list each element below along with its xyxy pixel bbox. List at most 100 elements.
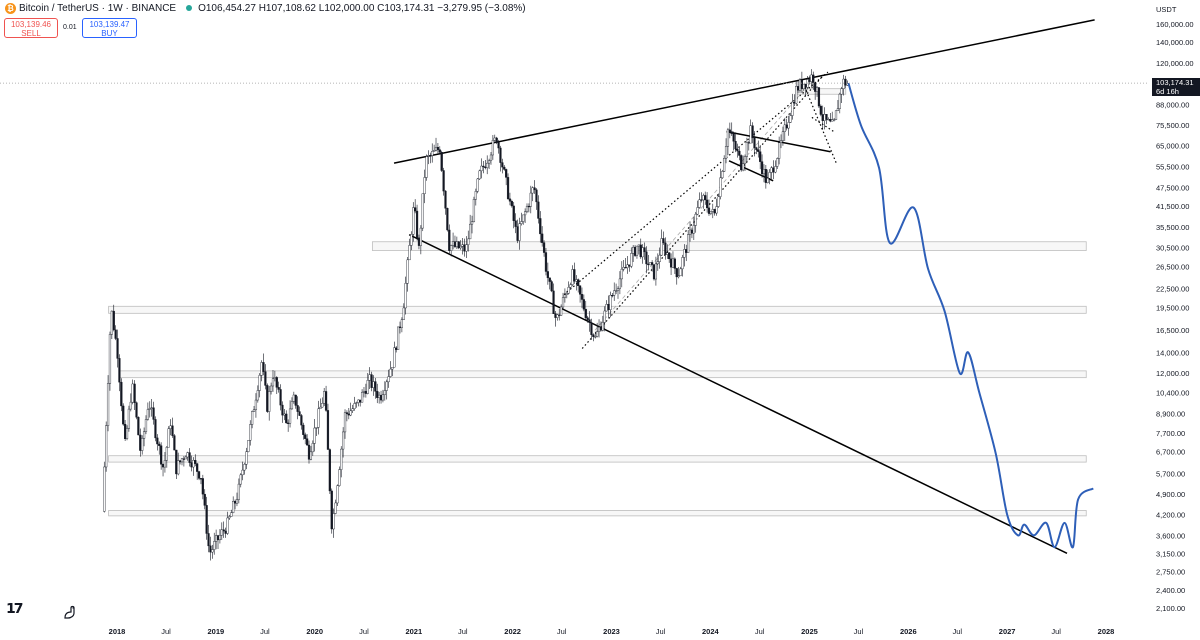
candle-body <box>190 462 193 468</box>
candle-body <box>368 374 371 381</box>
y-tick-label: 16,500.00 <box>1156 326 1189 335</box>
projection-line <box>847 82 1094 549</box>
y-tick-label: 3,600.00 <box>1156 531 1185 540</box>
candle-body <box>838 93 841 109</box>
candle-body <box>226 517 229 534</box>
candle-body <box>296 405 299 412</box>
candle-body <box>592 334 595 337</box>
buy-label: BUY <box>101 29 118 38</box>
candle-body <box>645 251 648 265</box>
y-tick-label: 41,500.00 <box>1156 202 1189 211</box>
candle-body <box>129 401 132 410</box>
x-tick-label: Jul <box>260 627 270 636</box>
candle-body <box>378 394 381 398</box>
candle-body <box>575 279 578 282</box>
candle-body <box>431 151 434 156</box>
candle-body <box>637 244 640 247</box>
x-tick-label: Jul <box>953 627 963 636</box>
candle-body <box>594 336 597 338</box>
candle-body <box>628 264 631 267</box>
symbol-title[interactable]: Bitcoin / TetherUS · 1W · BINANCE <box>19 2 177 14</box>
candle-body <box>844 78 847 86</box>
candle-body <box>842 78 845 89</box>
trendline <box>408 234 1068 555</box>
x-tick-label: 2019 <box>208 627 225 636</box>
candle-body <box>249 424 252 441</box>
candle-body <box>588 319 591 323</box>
candle-body <box>302 424 305 435</box>
candle-body <box>679 268 682 277</box>
candle-body <box>759 151 762 162</box>
candle-body <box>681 257 684 270</box>
candle-body <box>414 207 417 212</box>
candle-body <box>796 86 800 91</box>
candle-body <box>707 207 711 214</box>
candle-body <box>161 464 165 468</box>
candle-body <box>173 435 176 451</box>
candle-body <box>783 124 786 132</box>
candle-body <box>408 245 411 261</box>
current-price: 103,174.31 <box>1156 78 1194 87</box>
candle-body <box>723 158 726 172</box>
candle-body <box>713 209 716 214</box>
trendline <box>393 19 1095 164</box>
tradingview-logo-icon[interactable]: 𝟭𝟳 <box>6 600 24 616</box>
candle-body <box>668 252 671 260</box>
candle-body <box>465 244 468 252</box>
candle-body <box>444 190 447 209</box>
buy-button[interactable]: 103,139.47 BUY <box>82 18 137 38</box>
candle-body <box>237 483 240 500</box>
sell-price: 103,139.46 <box>10 20 52 29</box>
candle-body <box>106 383 110 426</box>
candle-body <box>658 254 661 262</box>
candle-body <box>233 501 237 504</box>
candle-body <box>283 413 286 416</box>
candle-body <box>421 193 424 229</box>
low-value: L102,000.00 <box>318 2 375 14</box>
candle-body <box>535 189 538 203</box>
candle-body <box>419 227 422 246</box>
candle-body <box>125 428 129 440</box>
candle-body <box>142 431 146 439</box>
dinosaur-icon[interactable] <box>62 604 78 620</box>
candle-body <box>798 79 802 91</box>
candle-body <box>319 406 322 410</box>
candle-body <box>366 380 369 394</box>
y-tick-label: 14,000.00 <box>1156 348 1189 357</box>
candle-body <box>480 165 483 172</box>
candle-body <box>209 545 212 553</box>
candle-body <box>552 290 555 314</box>
candle-body <box>434 146 438 151</box>
candle-body <box>455 241 458 247</box>
candle-body <box>660 238 663 256</box>
candle-body <box>277 387 280 390</box>
candle-body <box>165 447 168 461</box>
candle-body <box>425 156 428 178</box>
y-tick-label: 35,500.00 <box>1156 223 1189 232</box>
candle-body <box>778 142 781 159</box>
candle-body <box>152 407 155 420</box>
candle-body <box>239 474 242 485</box>
candle-body <box>747 142 750 144</box>
candle-body <box>203 493 206 506</box>
candle-body <box>340 448 343 470</box>
x-tick-label: 2027 <box>999 627 1016 636</box>
candle-body <box>565 293 568 295</box>
candle-body <box>376 391 379 398</box>
candle-body <box>613 290 616 296</box>
candle-body <box>734 141 737 150</box>
candle-body <box>491 140 494 156</box>
candle-body <box>252 409 256 412</box>
candle-body <box>814 83 817 92</box>
candle-body <box>692 225 695 234</box>
candle-body <box>451 241 455 246</box>
sell-button[interactable]: 103,139.46 SELL <box>4 18 58 38</box>
candle-body <box>146 409 149 420</box>
candle-body <box>641 247 644 258</box>
candle-body <box>700 199 703 201</box>
candle-body <box>738 150 741 156</box>
currency-label[interactable]: USDT <box>1156 5 1177 14</box>
x-tick-label: 2021 <box>405 627 422 636</box>
candle-body <box>453 241 457 247</box>
